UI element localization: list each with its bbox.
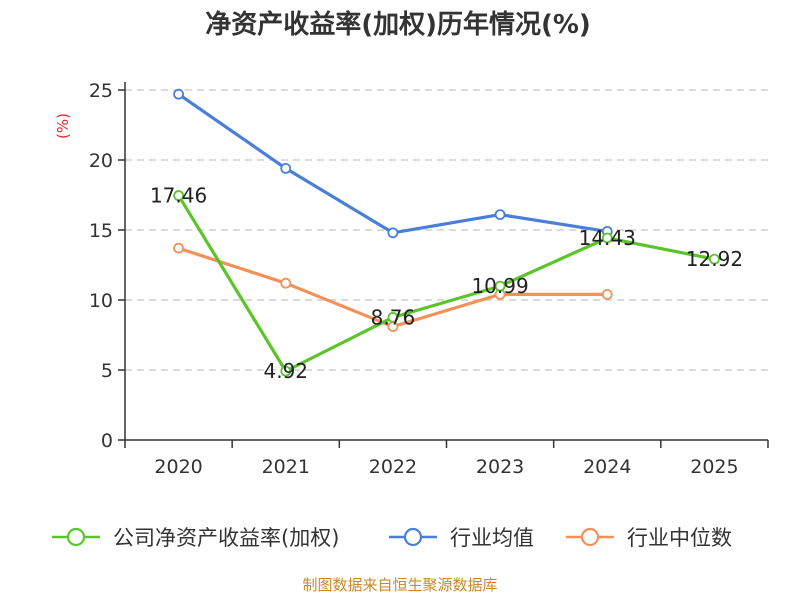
y-tick-label: 5 (101, 360, 113, 382)
y-tick-label: 20 (89, 150, 113, 172)
data-labels: 17.46 4.92 8.76 10.99 14.43 12.92 (150, 184, 743, 384)
y-tick-label: 15 (89, 220, 113, 242)
series-line-0 (176, 193, 717, 373)
x-tick-label: 2021 (262, 456, 310, 478)
chart-title: 净资产收益率(加权)历年情况(%) (205, 9, 591, 40)
x-tick-label: 2025 (690, 456, 738, 478)
data-point-1 (173, 88, 184, 100)
legend-marker (66, 527, 86, 547)
data-point-2 (601, 288, 613, 300)
x-tick-label: 2023 (476, 456, 524, 478)
data-label: 10.99 (471, 274, 528, 298)
legend-marker (403, 527, 423, 547)
legend-label: 行业中位数 (627, 526, 732, 550)
data-point-1 (280, 162, 292, 174)
data-label: 12.92 (686, 247, 743, 271)
data-point-0 (280, 365, 292, 377)
axes (118, 82, 769, 448)
data-point-1 (387, 227, 399, 239)
y-tick-label: 25 (89, 80, 113, 102)
data-label: 14.43 (579, 226, 636, 250)
y-axis-label: (%) (54, 113, 72, 139)
data-point-2 (173, 242, 184, 254)
legend-label: 公司净资产收益率(加权) (113, 526, 339, 550)
data-label: 17.46 (150, 184, 207, 208)
legend-label: 行业均值 (450, 526, 534, 550)
data-point-0 (494, 280, 506, 292)
data-label: 8.76 (371, 305, 416, 329)
data-label: 4.92 (263, 359, 308, 383)
data-point-0 (173, 190, 184, 201)
x-tick-label: 2024 (583, 456, 631, 478)
legend: 公司净资产收益率(加权) 行业均值 行业中位数 (52, 526, 732, 550)
y-tick-label: 10 (89, 290, 113, 312)
data-point-1 (494, 209, 506, 221)
y-tick-labels: 0 5 10 15 20 25 (89, 80, 113, 452)
x-tick-label: 2022 (369, 456, 417, 478)
x-tick-label: 2020 (154, 456, 202, 478)
x-tick-labels: 2020 2021 2022 2023 2024 2025 (154, 456, 738, 478)
data-point-0 (601, 232, 613, 244)
data-point-0 (387, 311, 399, 323)
data-point-2 (280, 277, 292, 289)
series-lines (173, 88, 720, 377)
series-line-1 (176, 92, 609, 235)
y-tick-label: 0 (101, 430, 113, 452)
data-point-0 (709, 253, 720, 265)
source-note: 制图数据来自恒生聚源数据库 (302, 576, 497, 594)
gridlines (125, 89, 768, 371)
legend-marker (580, 527, 600, 547)
